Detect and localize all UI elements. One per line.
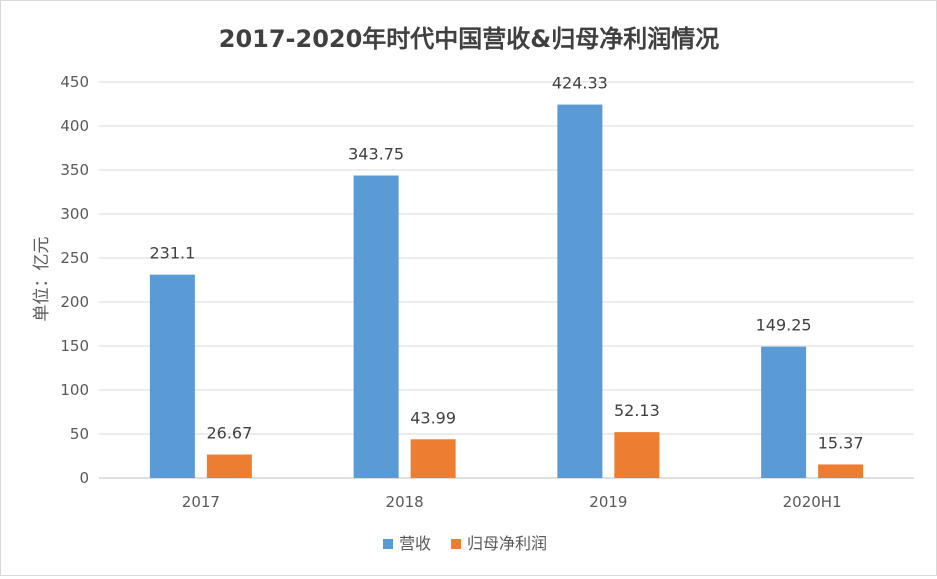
bar-营收-2018 <box>353 175 399 478</box>
y-tick-label: 100 <box>60 381 89 399</box>
y-tick-label: 450 <box>60 73 89 91</box>
legend: 营收 归母净利润 <box>383 534 547 553</box>
data-label-营收-2019: 424.33 <box>552 74 608 93</box>
gridlines <box>99 81 914 479</box>
bar-归母净利润-2019 <box>614 432 660 478</box>
bar-归母净利润-2017 <box>206 454 252 478</box>
x-tick-label: 2019 <box>589 493 627 511</box>
bar-归母净利润-2018 <box>410 439 456 478</box>
data-label-营收-2017: 231.1 <box>149 244 195 263</box>
x-tick-label: 2020H1 <box>783 493 842 511</box>
bar-营收-2017 <box>149 274 195 478</box>
y-axis-label: 单位：亿元 <box>32 237 52 322</box>
y-tick-label: 350 <box>60 161 89 179</box>
bar-归母净利润-2020H1 <box>818 464 864 478</box>
x-tick-label: 2018 <box>386 493 424 511</box>
y-tick-label: 0 <box>79 469 89 487</box>
bar-营收-2020H1 <box>761 346 807 478</box>
x-axis-ticks: 2017 2018 2019 2020H1 <box>182 493 842 511</box>
data-label-归母净利润-2020H1: 15.37 <box>818 433 864 452</box>
data-label-归母净利润-2019: 52.13 <box>614 401 660 420</box>
legend-label-营收: 营收 <box>399 534 431 553</box>
data-labels: 231.1 26.67 343.75 43.99 424.33 52.13 149.25 15… <box>149 74 863 453</box>
data-label-营收-2020H1: 149.25 <box>756 316 812 335</box>
chart-title: 2017-2020年时代中国营收&归母净利润情况 <box>219 25 719 53</box>
data-label-归母净利润-2018: 43.99 <box>410 408 456 427</box>
legend-swatch-归母净利润 <box>451 539 461 549</box>
data-label-营收-2018: 343.75 <box>348 145 404 164</box>
y-tick-label: 400 <box>60 117 89 135</box>
bar-营收-2019 <box>557 104 603 478</box>
legend-swatch-营收 <box>383 539 393 549</box>
y-tick-label: 300 <box>60 205 89 223</box>
y-tick-label: 50 <box>70 425 89 443</box>
legend-label-归母净利润: 归母净利润 <box>467 534 547 553</box>
y-tick-label: 250 <box>60 249 89 267</box>
x-tick-label: 2017 <box>182 493 220 511</box>
data-label-归母净利润-2017: 26.67 <box>206 424 252 443</box>
y-tick-label: 200 <box>60 293 89 311</box>
y-axis-ticks: 0 50 100 150 200 250 300 350 400 450 <box>60 73 89 487</box>
y-tick-label: 150 <box>60 337 89 355</box>
bars <box>149 104 864 478</box>
